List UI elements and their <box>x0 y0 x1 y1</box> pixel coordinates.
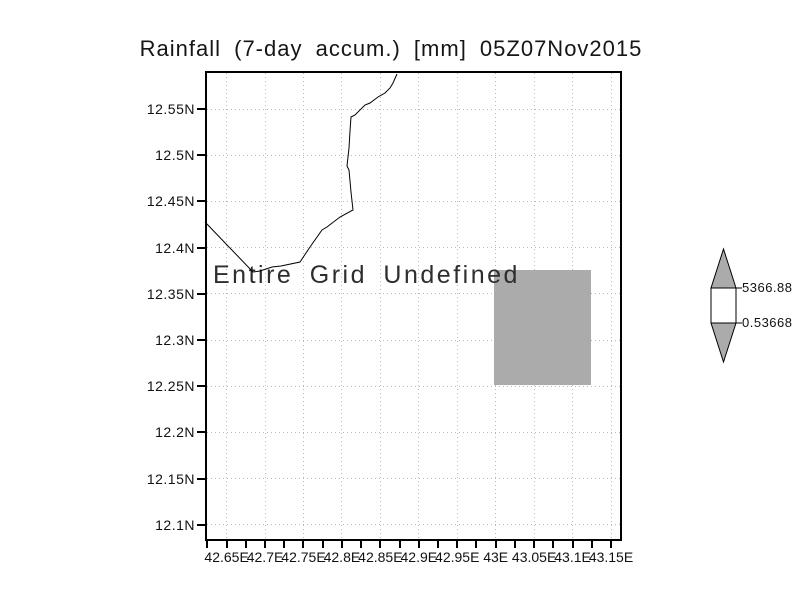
y-axis-label: 12.4N <box>155 239 195 256</box>
colorbar-min-label: 0.536688 <box>742 315 792 330</box>
y-axis-label: 12.55N <box>146 101 195 117</box>
y-axis-tick <box>197 108 205 110</box>
v-gridline <box>341 73 343 539</box>
x-axis-label: 42.65E <box>204 549 249 565</box>
x-axis-tick <box>360 541 363 548</box>
v-gridline <box>302 73 304 539</box>
x-axis-tick <box>494 541 497 548</box>
undefined-data-region <box>494 270 591 385</box>
v-gridline <box>379 73 381 539</box>
h-gridline <box>207 293 620 295</box>
x-axis-tick <box>475 541 478 548</box>
h-gridline <box>207 339 620 341</box>
x-axis-label: 42.75E <box>281 549 326 565</box>
y-axis-label: 12.25N <box>146 378 195 395</box>
x-axis-tick <box>206 541 209 548</box>
x-axis-tick <box>244 541 247 548</box>
v-gridline <box>418 73 420 539</box>
x-axis-label: 42.95E <box>435 549 480 565</box>
h-gridline <box>207 200 620 202</box>
x-axis-tick <box>283 541 286 548</box>
y-axis-label: 12.35N <box>146 285 195 302</box>
y-axis-tick <box>197 523 205 526</box>
x-axis-tick <box>225 541 228 548</box>
x-axis-label: 43E <box>483 549 509 565</box>
plot-frame <box>205 71 622 541</box>
y-axis-tick <box>197 339 205 341</box>
x-axis-tick <box>417 541 420 548</box>
y-axis-tick <box>197 477 205 480</box>
x-axis-label: 42.85E <box>358 549 403 565</box>
x-axis-tick <box>513 541 516 548</box>
h-gridline <box>207 385 620 387</box>
h-gridline <box>207 431 620 433</box>
x-axis-tick <box>552 541 555 548</box>
undefined-message: Entire Grid Undefined <box>213 261 520 289</box>
y-axis-label: 12.5N <box>155 147 195 164</box>
x-axis-label: 42.8E <box>323 549 361 565</box>
v-gridline <box>456 73 458 539</box>
x-axis-label: 42.9E <box>400 549 438 565</box>
x-axis-tick <box>340 541 343 548</box>
y-axis-tick <box>197 385 205 388</box>
colorbar-body <box>710 287 737 324</box>
plot-title: Rainfall (7-day accum.) [mm] 05Z07Nov201… <box>139 36 643 61</box>
x-axis-tick <box>321 541 324 548</box>
h-gridline <box>207 247 620 249</box>
x-axis-tick <box>590 541 593 548</box>
y-axis-label: 12.3N <box>155 332 195 348</box>
h-gridline <box>207 524 620 526</box>
y-axis-tick <box>197 431 205 434</box>
x-axis-tick <box>456 541 459 548</box>
x-axis-tick <box>437 541 440 548</box>
y-axis-tick <box>197 292 205 295</box>
colorbar-upper-arrow <box>710 247 737 289</box>
x-axis-tick <box>533 541 536 548</box>
colorbar-lower-arrow <box>710 322 737 364</box>
h-gridline <box>207 154 620 156</box>
x-axis-tick <box>610 541 612 548</box>
x-axis-tick <box>398 541 401 548</box>
y-axis-tick <box>197 154 205 157</box>
y-axis-tick <box>197 246 205 249</box>
h-gridline <box>207 108 620 110</box>
colorbar-max-label: 5366.88 <box>742 280 792 295</box>
x-axis-tick <box>302 541 305 548</box>
x-axis-label: 43.1E <box>554 549 591 565</box>
v-gridline <box>226 73 228 539</box>
x-axis-label: 43.05E <box>511 549 557 565</box>
h-gridline <box>207 478 620 480</box>
y-axis-label: 12.45N <box>146 193 195 210</box>
x-axis-label: 43.15E <box>588 549 634 565</box>
x-axis-tick <box>379 541 382 548</box>
y-axis-tick <box>197 200 205 203</box>
x-axis-label: 42.7E <box>246 549 284 565</box>
x-axis-tick <box>571 541 574 548</box>
y-axis-label: 12.2N <box>155 424 195 441</box>
y-axis-label: 12.15N <box>146 470 195 487</box>
v-gridline <box>264 73 266 539</box>
y-axis-label: 12.1N <box>155 516 195 533</box>
x-axis-tick <box>264 541 267 548</box>
v-gridline <box>610 73 612 539</box>
